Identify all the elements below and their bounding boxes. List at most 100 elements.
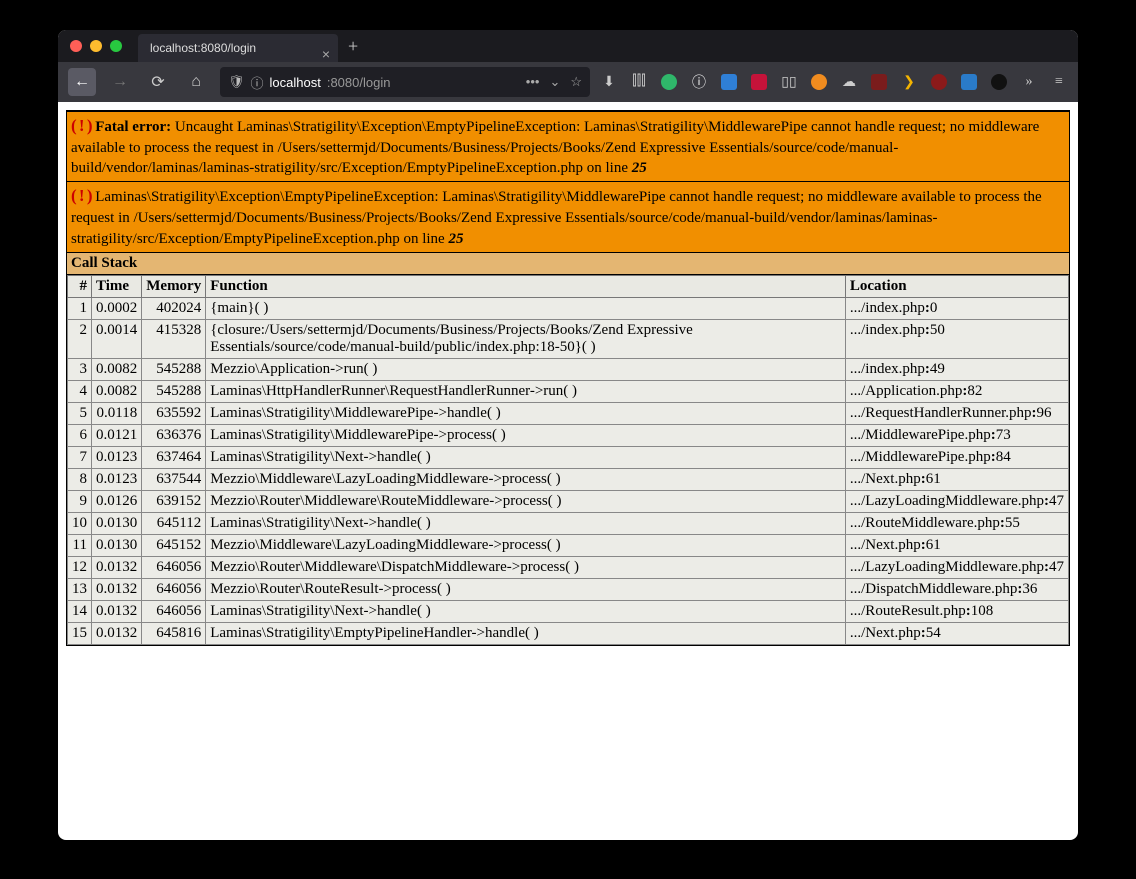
cell-index: 9: [68, 490, 92, 512]
cell-function: Laminas\Stratigility\MiddlewarePipe->han…: [206, 402, 846, 424]
minimize-window-icon[interactable]: [90, 40, 102, 52]
cell-memory: 637544: [142, 468, 206, 490]
ext-icon-1[interactable]: [660, 73, 678, 91]
cell-memory: 415328: [142, 319, 206, 358]
url-bar[interactable]: 🛡 ⓘ localhost :8080/login ••• ⌄ ☆: [220, 67, 590, 97]
cell-time: 0.0130: [92, 512, 142, 534]
page-actions-icon[interactable]: •••: [526, 74, 540, 90]
table-row: 140.0132646056Laminas\Stratigility\Next-…: [68, 600, 1069, 622]
exception-header: ( ! ) Laminas\Stratigility\Exception\Emp…: [67, 182, 1069, 252]
table-row: 80.0123637544Mezzio\Middleware\LazyLoadi…: [68, 468, 1069, 490]
cell-location: .../DispatchMiddleware.php:36: [845, 578, 1068, 600]
ext-icon-9[interactable]: ❯: [900, 73, 918, 91]
cell-function: Mezzio\Router\Middleware\DispatchMiddlew…: [206, 556, 846, 578]
cell-function: Laminas\HttpHandlerRunner\RequestHandler…: [206, 380, 846, 402]
cell-time: 0.0014: [92, 319, 142, 358]
close-tab-icon[interactable]: ×: [322, 40, 330, 68]
cell-time: 0.0132: [92, 556, 142, 578]
toolbar-icons: ⬇ ⫿⫿⫿ ⓘ ▯▯ ☁ ❯ » ≡: [600, 73, 1068, 91]
menu-icon[interactable]: ≡: [1050, 73, 1068, 91]
ext-icon-6[interactable]: [810, 73, 828, 91]
cell-index: 10: [68, 512, 92, 534]
table-row: 30.0082545288Mezzio\Application->run( ).…: [68, 358, 1069, 380]
fatal-error-header: ( ! ) Fatal error: Uncaught Laminas\Stra…: [67, 111, 1069, 182]
ext-icon-2[interactable]: ⓘ: [690, 73, 708, 91]
cell-function: Laminas\Stratigility\Next->handle( ): [206, 446, 846, 468]
cell-memory: 545288: [142, 358, 206, 380]
cell-function: Mezzio\Middleware\LazyLoadingMiddleware-…: [206, 534, 846, 556]
pocket-icon[interactable]: ⌄: [549, 74, 560, 90]
cell-index: 13: [68, 578, 92, 600]
url-rest: :8080/login: [327, 75, 391, 90]
ext-icon-5[interactable]: ▯▯: [780, 73, 798, 91]
ext-icon-7[interactable]: ☁: [840, 73, 858, 91]
cell-function: Mezzio\Router\Middleware\RouteMiddleware…: [206, 490, 846, 512]
cell-location: .../index.php:0: [845, 297, 1068, 319]
cell-index: 3: [68, 358, 92, 380]
new-tab-icon[interactable]: +: [348, 36, 358, 57]
cell-index: 6: [68, 424, 92, 446]
cell-time: 0.0126: [92, 490, 142, 512]
cell-function: Laminas\Stratigility\MiddlewarePipe->pro…: [206, 424, 846, 446]
back-button[interactable]: ←: [68, 68, 96, 96]
exception-line: 25: [448, 231, 463, 247]
cell-location: .../Next.php:54: [845, 622, 1068, 644]
cell-location: .../RouteMiddleware.php:55: [845, 512, 1068, 534]
cell-time: 0.0132: [92, 600, 142, 622]
reload-button[interactable]: ⟳: [144, 68, 172, 96]
forward-button[interactable]: →: [106, 68, 134, 96]
toolbar: ← → ⟳ ⌂ 🛡 ⓘ localhost :8080/login ••• ⌄ ☆…: [58, 62, 1078, 102]
cell-memory: 635592: [142, 402, 206, 424]
fatal-error-prefix: Fatal error:: [95, 119, 171, 135]
cell-time: 0.0132: [92, 622, 142, 644]
cell-location: .../Application.php:82: [845, 380, 1068, 402]
cell-time: 0.0121: [92, 424, 142, 446]
cell-time: 0.0130: [92, 534, 142, 556]
table-row: 100.0130645112Laminas\Stratigility\Next-…: [68, 512, 1069, 534]
callstack-table: # Time Memory Function Location 10.00024…: [67, 275, 1069, 645]
ext-icon-12[interactable]: [990, 73, 1008, 91]
browser-tab[interactable]: localhost:8080/login ×: [138, 34, 338, 62]
col-index: #: [68, 275, 92, 297]
cell-location: .../LazyLoadingMiddleware.php:47: [845, 490, 1068, 512]
cell-memory: 637464: [142, 446, 206, 468]
error-icon: ( ! ): [71, 186, 91, 205]
downloads-icon[interactable]: ⬇: [600, 73, 618, 91]
cell-index: 14: [68, 600, 92, 622]
shield-icon[interactable]: 🛡: [228, 74, 245, 90]
table-row: 20.0014415328{closure:/Users/settermjd/D…: [68, 319, 1069, 358]
table-row: 90.0126639152Mezzio\Router\Middleware\Ro…: [68, 490, 1069, 512]
library-icon[interactable]: ⫿⫿⫿: [630, 73, 648, 91]
site-info-icon[interactable]: ⓘ: [251, 73, 264, 92]
bookmark-icon[interactable]: ☆: [570, 74, 582, 90]
cell-function: Laminas\Stratigility\Next->handle( ): [206, 512, 846, 534]
col-memory: Memory: [142, 275, 206, 297]
page-content: ( ! ) Fatal error: Uncaught Laminas\Stra…: [58, 102, 1078, 654]
browser-window: localhost:8080/login × + ← → ⟳ ⌂ 🛡 ⓘ loc…: [58, 30, 1078, 840]
cell-index: 7: [68, 446, 92, 468]
tab-title: localhost:8080/login: [150, 41, 256, 55]
cell-function: Mezzio\Application->run( ): [206, 358, 846, 380]
error-icon: ( ! ): [71, 116, 91, 135]
ext-icon-11[interactable]: [960, 73, 978, 91]
maximize-window-icon[interactable]: [110, 40, 122, 52]
cell-location: .../RequestHandlerRunner.php:96: [845, 402, 1068, 424]
overflow-icon[interactable]: »: [1020, 73, 1038, 91]
ext-icon-8[interactable]: [870, 73, 888, 91]
ext-icon-3[interactable]: [720, 73, 738, 91]
col-function: Function: [206, 275, 846, 297]
cell-memory: 545288: [142, 380, 206, 402]
table-row: 70.0123637464Laminas\Stratigility\Next->…: [68, 446, 1069, 468]
cell-location: .../index.php:50: [845, 319, 1068, 358]
ext-icon-4[interactable]: [750, 73, 768, 91]
ext-icon-10[interactable]: [930, 73, 948, 91]
exception-text: Laminas\Stratigility\Exception\EmptyPipe…: [71, 189, 1042, 246]
home-button[interactable]: ⌂: [182, 68, 210, 96]
close-window-icon[interactable]: [70, 40, 82, 52]
table-row: 120.0132646056Mezzio\Router\Middleware\D…: [68, 556, 1069, 578]
cell-memory: 636376: [142, 424, 206, 446]
tab-bar: localhost:8080/login × +: [58, 30, 1078, 62]
cell-location: .../LazyLoadingMiddleware.php:47: [845, 556, 1068, 578]
url-host: localhost: [270, 75, 321, 90]
table-row: 50.0118635592Laminas\Stratigility\Middle…: [68, 402, 1069, 424]
